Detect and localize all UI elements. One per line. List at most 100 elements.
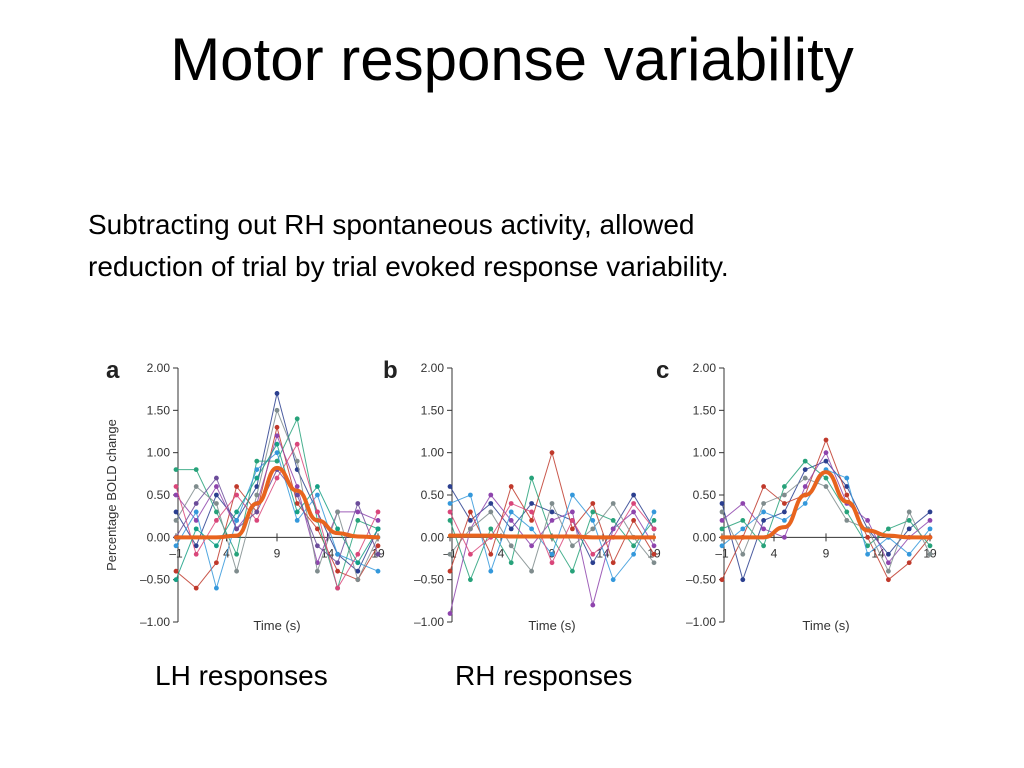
trial-point bbox=[844, 484, 850, 489]
trial-point bbox=[294, 484, 300, 489]
trial-point bbox=[193, 585, 199, 591]
trial-point bbox=[610, 526, 616, 532]
trial-line bbox=[175, 442, 379, 590]
trial-point bbox=[508, 543, 514, 549]
trial-point bbox=[761, 518, 766, 523]
trial-point bbox=[740, 526, 746, 532]
trial-point bbox=[651, 509, 657, 515]
trial-point bbox=[631, 518, 636, 523]
trial-point bbox=[355, 501, 361, 506]
trial-point bbox=[447, 501, 453, 506]
x-tick-label: 9 bbox=[823, 546, 830, 560]
trial-point bbox=[488, 551, 494, 557]
y-tick-label: 0.50 bbox=[693, 488, 717, 502]
trial-point bbox=[214, 484, 219, 489]
y-tick-label: 0.50 bbox=[421, 488, 445, 502]
y-tick-label: –1.00 bbox=[140, 615, 170, 629]
trial-point bbox=[886, 526, 891, 532]
x-tick-label: –1 bbox=[169, 546, 183, 560]
trial-point bbox=[508, 560, 514, 566]
trial-point bbox=[335, 509, 340, 515]
trial-point bbox=[927, 509, 933, 515]
trial-point bbox=[234, 492, 240, 498]
trial-point bbox=[447, 568, 453, 574]
trial-point bbox=[844, 492, 850, 498]
y-tick-label: –1.00 bbox=[686, 615, 716, 629]
trial-point bbox=[173, 518, 179, 523]
y-tick-label: –1.00 bbox=[414, 615, 444, 629]
trial-point bbox=[590, 560, 596, 566]
x-tick-label: 4 bbox=[771, 546, 778, 560]
trial-point bbox=[651, 543, 657, 549]
trial-point bbox=[590, 509, 596, 515]
y-tick-label: 1.50 bbox=[693, 403, 717, 417]
trial-point bbox=[254, 484, 260, 489]
trial-point bbox=[927, 518, 933, 523]
caption-rh-responses: RH responses bbox=[455, 660, 633, 691]
trial-point bbox=[274, 441, 280, 447]
trial-point bbox=[375, 551, 381, 557]
y-tick-label: –0.50 bbox=[686, 573, 716, 587]
trial-point bbox=[782, 492, 787, 498]
trial-point bbox=[740, 577, 746, 583]
trial-point bbox=[906, 509, 912, 515]
trial-point bbox=[590, 551, 596, 557]
trial-point bbox=[173, 577, 179, 583]
trial-point bbox=[214, 560, 219, 566]
trial-point bbox=[761, 501, 766, 506]
trial-point bbox=[468, 551, 473, 557]
trial-point bbox=[335, 526, 340, 532]
trial-point bbox=[274, 424, 280, 430]
trial-point bbox=[254, 458, 260, 464]
trial-point bbox=[315, 509, 320, 515]
trial-point bbox=[315, 568, 320, 574]
mean-response-line bbox=[174, 465, 380, 540]
mean-response-line bbox=[720, 470, 932, 540]
trial-point bbox=[590, 526, 596, 532]
trial-point bbox=[844, 518, 850, 523]
trial-point bbox=[886, 568, 891, 574]
trial-point bbox=[823, 475, 829, 481]
trial-point bbox=[315, 543, 320, 549]
panel-label-a: a bbox=[106, 357, 120, 384]
trial-point bbox=[214, 509, 219, 515]
trial-point bbox=[214, 475, 219, 481]
trial-point bbox=[488, 526, 494, 532]
trial-point bbox=[823, 484, 829, 489]
x-tick-label: –1 bbox=[715, 546, 729, 560]
trial-point bbox=[802, 484, 808, 489]
trial-point bbox=[549, 551, 555, 557]
trial-point bbox=[529, 543, 534, 549]
trial-point bbox=[254, 509, 260, 515]
y-tick-label: 1.00 bbox=[693, 446, 717, 460]
trial-point bbox=[549, 450, 555, 456]
trial-point bbox=[468, 492, 473, 498]
trial-point bbox=[375, 526, 381, 532]
trial-point bbox=[355, 560, 361, 566]
trial-point bbox=[294, 518, 300, 523]
trial-point bbox=[234, 484, 240, 489]
body-line-1: Subtracting out RH spontaneous activity,… bbox=[88, 209, 695, 240]
trial-point bbox=[274, 407, 280, 413]
trial-point bbox=[570, 509, 575, 515]
y-tick-label: –0.50 bbox=[414, 573, 444, 587]
trial-point bbox=[802, 458, 808, 464]
trial-point bbox=[488, 568, 494, 574]
trial-point bbox=[782, 534, 787, 540]
trial-point bbox=[234, 518, 240, 523]
trial-point bbox=[234, 526, 240, 532]
trial-point bbox=[570, 543, 575, 549]
trial-point bbox=[610, 501, 616, 506]
trial-point bbox=[294, 458, 300, 464]
trial-point bbox=[651, 518, 657, 523]
trial-point bbox=[274, 391, 280, 396]
trial-point bbox=[508, 484, 514, 489]
trial-point bbox=[865, 534, 870, 540]
slide-body-text: Subtracting out RH spontaneous activity,… bbox=[88, 204, 948, 288]
trial-point bbox=[761, 509, 766, 515]
trial-point bbox=[447, 611, 453, 616]
y-tick-label: 0.00 bbox=[147, 530, 171, 544]
trial-point bbox=[631, 509, 636, 515]
trial-point bbox=[234, 568, 240, 574]
x-tick-label: 14 bbox=[596, 546, 610, 560]
